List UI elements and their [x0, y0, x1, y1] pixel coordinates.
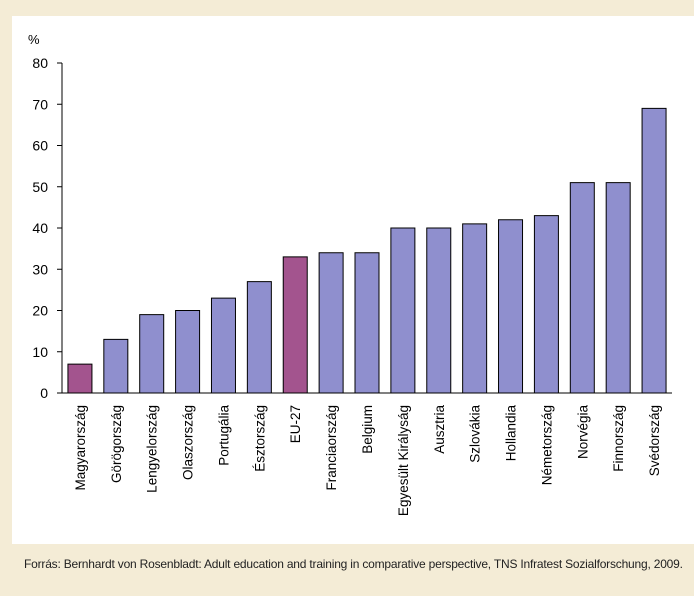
y-tick-label: 20 — [32, 303, 48, 319]
y-tick-label: 0 — [40, 385, 48, 401]
x-axis-labels: Magyarország Görögország Lengyelország Olas… — [73, 405, 662, 517]
bar-n-metorsz-g — [533, 215, 559, 394]
x-category-label: Egyesült Királyság — [396, 405, 411, 516]
bar-norv-gia — [569, 182, 595, 394]
bars — [67, 107, 667, 394]
bar-sv-dorsz-g — [641, 107, 667, 394]
x-category-label: Németország — [539, 405, 554, 485]
bar-belgium — [354, 252, 380, 394]
y-tick-label: 70 — [32, 96, 48, 112]
bar-magyarorsz-g — [67, 363, 93, 394]
y-tick-label: 30 — [32, 261, 48, 277]
x-category-label: Franciaország — [324, 405, 339, 491]
x-category-label: Svédország — [647, 405, 662, 476]
bar-franciaorsz-g — [318, 252, 344, 394]
x-category-label: Portugália — [216, 405, 231, 466]
x-category-label: Ausztria — [432, 405, 447, 454]
source-note: Forrás: Bernhardt von Rosenbladt: Adult … — [24, 557, 683, 571]
x-category-label: Görögország — [109, 405, 124, 483]
bar-finnorsz-g — [605, 182, 631, 394]
x-category-label: Norvégia — [575, 405, 590, 460]
bar-hollandia — [498, 219, 524, 394]
x-category-label: Finnország — [611, 405, 626, 472]
bar-szlov-kia — [462, 223, 488, 394]
bar-ausztria — [426, 227, 452, 394]
bar-portug-lia — [210, 297, 236, 394]
x-category-label: Olaszország — [181, 405, 196, 480]
x-category-label: Szlovákia — [468, 405, 483, 463]
y-tick-label: 50 — [32, 179, 48, 195]
y-axis-ticks: 0 10 20 30 40 50 60 70 80 — [32, 55, 62, 401]
bar-lengyelorsz-g — [139, 314, 165, 394]
y-axis-unit-label: % — [28, 32, 40, 47]
bar-g-r-gorsz-g — [103, 338, 129, 394]
x-category-label: Hollandia — [504, 405, 519, 462]
x-category-label: EU-27 — [288, 405, 303, 443]
x-category-label: Belgium — [360, 405, 375, 454]
y-tick-label: 40 — [32, 220, 48, 236]
bar--sztorsz-g — [246, 281, 272, 394]
y-tick-label: 10 — [32, 344, 48, 360]
x-category-label: Lengyelország — [145, 405, 160, 493]
x-category-label: Magyarország — [73, 405, 88, 491]
x-category-label: Észtország — [252, 405, 267, 472]
y-tick-label: 60 — [32, 138, 48, 154]
bar-eu-27 — [282, 256, 308, 394]
bar-egyes-lt-kir-lys-g — [390, 227, 416, 394]
y-tick-label: 80 — [32, 55, 48, 71]
bar-olaszorsz-g — [175, 310, 201, 394]
